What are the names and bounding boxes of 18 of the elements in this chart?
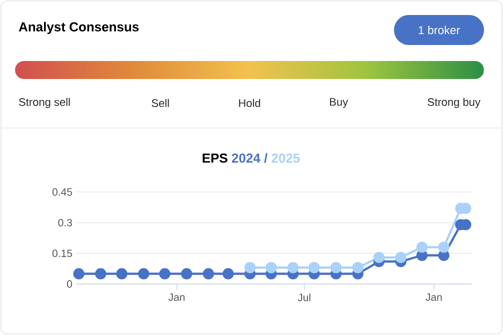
y-tick-label: 0 bbox=[67, 280, 72, 288]
category-label: Hold bbox=[239, 98, 260, 108]
x-tick-label: Jan bbox=[168, 294, 185, 301]
text: 1 broker bbox=[418, 26, 460, 34]
text: Analyst Consensus bbox=[18, 22, 139, 34]
x-tick-label: Jul bbox=[298, 294, 310, 302]
category-label: Sell bbox=[152, 98, 169, 108]
category-label: Strong buy bbox=[428, 98, 480, 108]
category-label: Strong sell bbox=[19, 98, 70, 108]
category-label: Buy bbox=[330, 98, 348, 108]
x-tick-label: Jan bbox=[426, 294, 442, 301]
text: 2025 bbox=[272, 154, 300, 163]
y-tick-label: 0.45 bbox=[52, 188, 72, 196]
y-tick-label: 0.3 bbox=[58, 218, 72, 226]
text: 2024 bbox=[232, 154, 260, 163]
y-tick-label: 0.15 bbox=[52, 250, 72, 258]
text: / bbox=[264, 153, 268, 163]
chart-title: EPS bbox=[202, 154, 228, 163]
